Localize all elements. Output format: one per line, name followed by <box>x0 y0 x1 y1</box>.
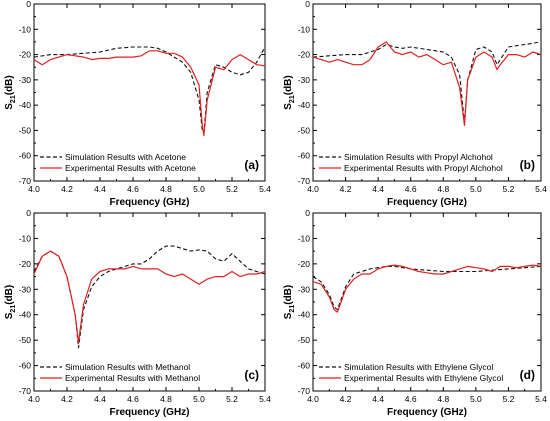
panel-label: (b) <box>520 158 535 172</box>
x-tick-label: 5.2 <box>503 184 515 194</box>
y-tick-label: 0 <box>26 0 31 9</box>
chart-panel: 4.0 4.2 4.4 4.6 4.8 5.0 5.2 5.4 0 -10 -20 -30 -40 -50… <box>283 0 547 208</box>
x-tick-label: 4.2 <box>61 394 73 404</box>
x-tick-label: 4.6 <box>405 394 417 404</box>
experimental-series-line <box>312 264 542 313</box>
y-tick-label: -60 <box>19 361 32 371</box>
x-tick-label: 5.2 <box>503 394 515 404</box>
y-tick-label: -50 <box>19 335 32 345</box>
y-tick-label: -60 <box>298 151 311 161</box>
experimental-series-line <box>33 50 266 137</box>
x-tick-label: 4.8 <box>437 394 449 404</box>
y-tick-label: -70 <box>19 386 32 396</box>
y-tick-label: -10 <box>298 233 311 243</box>
legend-entry: Experimental Results with Ethylene Glyco… <box>344 373 503 383</box>
y-tick-label: 0 <box>26 208 31 218</box>
x-tick-label: 4.4 <box>372 394 384 404</box>
panel-label: (d) <box>520 368 535 382</box>
x-tick-label: 4.8 <box>437 184 449 194</box>
x-tick-label: 4.8 <box>160 394 172 404</box>
x-tick-label: 5.4 <box>535 184 547 194</box>
x-tick-label: 5.4 <box>259 184 271 194</box>
simulation-series-line <box>33 245 266 349</box>
y-axis-label: S21(dB) <box>283 75 296 109</box>
x-axis-label: Frequency (GHz) <box>387 197 467 208</box>
x-tick-label: 4.4 <box>94 184 106 194</box>
legend-entry: Simulation Results with Methanol <box>65 362 190 372</box>
y-tick-label: -40 <box>19 100 32 110</box>
x-tick-label: 4.0 <box>307 184 319 194</box>
y-axis-label: S21(dB) <box>283 285 296 319</box>
y-tick-label: -20 <box>298 50 311 60</box>
y-tick-label: -70 <box>298 176 311 186</box>
x-tick-label: 5.0 <box>470 394 482 404</box>
chart-panel: 4.0 4.2 4.4 4.6 4.8 5.0 5.2 5.4 0 -10 -20 -30 -40 -50… <box>283 208 547 418</box>
x-tick-label: 4.6 <box>405 184 417 194</box>
y-axis-label: S21(dB) <box>4 285 17 319</box>
x-tick-label: 5.2 <box>226 394 238 404</box>
chart-panel: 4.0 4.2 4.4 4.6 4.8 5.0 5.2 5.4 0 -10 -20 -30 -40 -50… <box>4 0 271 208</box>
legend-entry: Experimental Results with Propyl Alchoho… <box>344 163 503 173</box>
y-tick-label: -50 <box>298 125 311 135</box>
legend-entry: Simulation Results with Propyl Alchohol <box>344 152 493 162</box>
x-tick-label: 4.2 <box>61 184 73 194</box>
x-tick-label: 5.0 <box>470 184 482 194</box>
simulation-series-line <box>312 41 542 124</box>
x-tick-label: 4.4 <box>94 394 106 404</box>
y-tick-label: 0 <box>305 208 310 218</box>
legend-entry: Experimental Results with Acetone <box>65 163 196 173</box>
x-tick-label: 5.0 <box>193 184 205 194</box>
y-tick-label: -70 <box>19 176 32 186</box>
simulation-series-line <box>312 265 542 311</box>
y-tick-label: -20 <box>19 259 32 269</box>
x-axis-label: Frequency (GHz) <box>387 407 467 418</box>
y-tick-label: -40 <box>298 310 311 320</box>
y-axis-label: S21(dB) <box>4 75 17 109</box>
x-tick-label: 4.0 <box>307 394 319 404</box>
y-tick-label: -60 <box>298 361 311 371</box>
y-tick-label: -20 <box>298 259 311 269</box>
y-tick-label: -60 <box>19 151 32 161</box>
y-tick-label: -20 <box>19 50 32 60</box>
x-tick-label: 4.0 <box>28 184 40 194</box>
x-axis-label: Frequency (GHz) <box>109 197 189 208</box>
y-tick-label: 0 <box>305 0 310 9</box>
y-tick-label: -50 <box>19 125 32 135</box>
x-tick-label: 4.4 <box>372 184 384 194</box>
chart-panel: 4.0 4.2 4.4 4.6 4.8 5.0 5.2 5.4 0 -10 -20 -30 -40 -50… <box>4 208 271 418</box>
legend-entry: Simulation Results with Ethylene Glycol <box>344 362 493 372</box>
panel-label: (c) <box>244 368 259 382</box>
y-tick-label: -40 <box>298 100 311 110</box>
x-tick-label: 4.0 <box>28 394 40 404</box>
experimental-series-line <box>33 250 266 344</box>
x-tick-label: 5.0 <box>193 394 205 404</box>
x-tick-label: 4.2 <box>340 394 352 404</box>
y-tick-label: -30 <box>19 75 32 85</box>
y-tick-label: -40 <box>19 310 32 320</box>
y-tick-label: -30 <box>298 75 311 85</box>
y-tick-label: -50 <box>298 335 311 345</box>
legend-entry: Experimental Results with Methanol <box>65 373 200 383</box>
y-tick-label: -30 <box>298 284 311 294</box>
x-axis-label: Frequency (GHz) <box>109 407 189 418</box>
x-tick-label: 4.6 <box>127 184 139 194</box>
y-tick-label: -70 <box>298 386 311 396</box>
legend-entry: Simulation Results with Acetone <box>65 152 186 162</box>
x-tick-label: 5.2 <box>226 184 238 194</box>
x-tick-label: 5.4 <box>259 394 271 404</box>
x-tick-label: 4.6 <box>127 394 139 404</box>
y-tick-label: -10 <box>19 24 32 34</box>
x-tick-label: 4.8 <box>160 184 172 194</box>
x-tick-label: 5.4 <box>535 394 547 404</box>
panel-label: (a) <box>244 158 259 172</box>
simulation-series-line <box>33 46 266 134</box>
experimental-series-line <box>312 41 542 127</box>
y-tick-label: -10 <box>19 233 32 243</box>
y-tick-label: -10 <box>298 24 311 34</box>
x-tick-label: 4.2 <box>340 184 352 194</box>
y-tick-label: -30 <box>19 284 32 294</box>
